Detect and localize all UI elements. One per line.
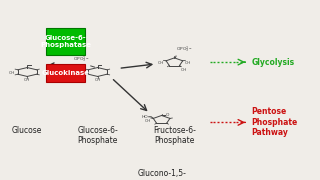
Text: OH: OH bbox=[185, 61, 191, 65]
Text: OH: OH bbox=[94, 78, 101, 82]
FancyBboxPatch shape bbox=[46, 64, 85, 82]
Text: OPO$_3^{2-}$: OPO$_3^{2-}$ bbox=[176, 44, 192, 55]
Text: Glucokinase: Glucokinase bbox=[42, 70, 90, 76]
Text: OPO$_3^{2-}$: OPO$_3^{2-}$ bbox=[73, 55, 90, 65]
Text: Glucose-6-
Phosphate: Glucose-6- Phosphate bbox=[77, 126, 118, 145]
Text: Pentose
Phosphate
Pathway: Pentose Phosphate Pathway bbox=[251, 107, 298, 137]
Text: Glucono-1,5-
Lactone: Glucono-1,5- Lactone bbox=[137, 169, 186, 180]
Text: OH: OH bbox=[79, 71, 85, 75]
Text: OH: OH bbox=[157, 61, 164, 65]
Text: Glycolysis: Glycolysis bbox=[251, 58, 294, 67]
Text: HO: HO bbox=[142, 115, 148, 119]
Text: Glucose: Glucose bbox=[12, 126, 42, 135]
Text: OH: OH bbox=[145, 119, 151, 123]
Text: OH: OH bbox=[180, 68, 187, 72]
Text: O: O bbox=[165, 113, 169, 118]
Text: OH: OH bbox=[9, 71, 15, 75]
Text: Glucose-6-
Phosphatase: Glucose-6- Phosphatase bbox=[40, 35, 91, 48]
FancyBboxPatch shape bbox=[46, 28, 85, 55]
Text: OH: OH bbox=[24, 78, 30, 82]
Text: Fructose-6-
Phosphate: Fructose-6- Phosphate bbox=[153, 126, 196, 145]
